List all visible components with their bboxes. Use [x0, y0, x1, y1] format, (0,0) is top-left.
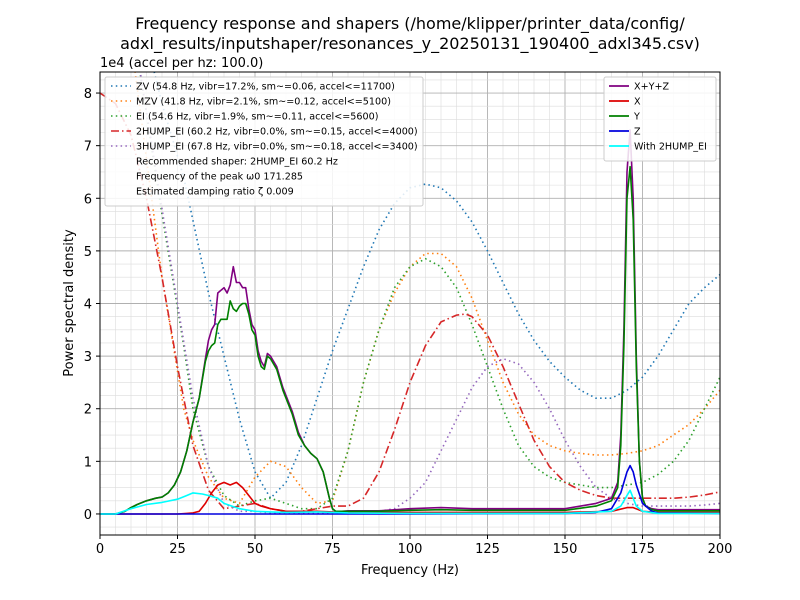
y-tick-label: 6	[84, 192, 92, 207]
axis-ticks: 0 25 50 75 100 125 150 175 200 0 1 2 3 4 5 6 7 8	[84, 87, 733, 557]
x-axis-label: Frequency (Hz)	[361, 563, 459, 578]
legend-series-label: X	[634, 97, 641, 108]
shaper-line-1	[134, 72, 720, 505]
chart-title-line1: Frequency response and shapers (/home/kl…	[135, 14, 685, 34]
legend-shaper-label: EI (54.6 Hz, vibr=1.9%, sm~=0.11, accel<…	[136, 112, 378, 123]
chart-title-line2: adxl_results/inputshaper/resonances_y_20…	[120, 34, 700, 54]
legend-axes-box	[603, 76, 717, 162]
x-tick-label: 0	[96, 542, 104, 557]
y-tick-label: 4	[84, 298, 92, 313]
shaper-line-3	[100, 92, 720, 513]
legend-series-label: Z	[634, 127, 641, 138]
y-tick-label: 1	[84, 455, 92, 470]
y-axis-label: Power spectral density	[62, 229, 77, 377]
legend-series-label: With 2HUMP_EI	[634, 142, 707, 153]
y-offset-label: 1e4 (accel per hz: 100.0)	[100, 56, 263, 71]
legend-axes: X+Y+Z XYZ With 2HUMP_EI	[603, 76, 717, 162]
x-tick-label: 150	[553, 542, 578, 557]
legend-shaper-label: 2HUMP_EI (60.2 Hz, vibr=0.0%, sm~=0.15, …	[136, 127, 418, 138]
x-tick-label: 125	[475, 542, 500, 557]
x-tick-label: 100	[398, 542, 423, 557]
legend-series-label: Y	[633, 112, 640, 123]
legend-shaper-label: 3HUMP_EI (67.8 Hz, vibr=0.0%, sm~=0.18, …	[136, 142, 418, 153]
x-tick-label: 75	[324, 542, 341, 557]
y-tick-label: 8	[84, 87, 92, 102]
y-tick-label: 0	[84, 508, 92, 523]
legend-shaper-label: ZV (54.8 Hz, vibr=17.2%, sm~=0.06, accel…	[136, 82, 395, 93]
series-line-4	[100, 489, 720, 515]
plot-lines	[100, 72, 720, 515]
x-tick-label: 25	[169, 542, 186, 557]
shaper-line-2	[139, 72, 720, 510]
series-line-1	[100, 481, 720, 515]
series-line-2	[100, 165, 720, 515]
x-tick-label: 50	[247, 542, 264, 557]
legend-note: Estimated damping ratio ζ 0.009	[136, 187, 294, 198]
legend-note: Frequency of the peak ω0 171.285	[136, 172, 303, 183]
y-tick-label: 7	[84, 140, 92, 155]
x-tick-label: 175	[630, 542, 655, 557]
y-tick-label: 3	[84, 350, 92, 365]
legend-shapers-box	[104, 76, 424, 207]
shaper-line-0	[153, 72, 720, 500]
y-tick-label: 5	[84, 245, 92, 260]
legend-shaper-label: MZV (41.8 Hz, vibr=2.1%, sm~=0.12, accel…	[136, 97, 391, 108]
legend-series-label: X+Y+Z	[634, 82, 670, 93]
y-tick-label: 2	[84, 403, 92, 418]
legend-note: Recommended shaper: 2HUMP_EI 60.2 Hz	[136, 157, 338, 168]
legend-shapers: ZV (54.8 Hz, vibr=17.2%, sm~=0.06, accel…	[104, 76, 424, 207]
x-tick-label: 200	[708, 542, 733, 557]
